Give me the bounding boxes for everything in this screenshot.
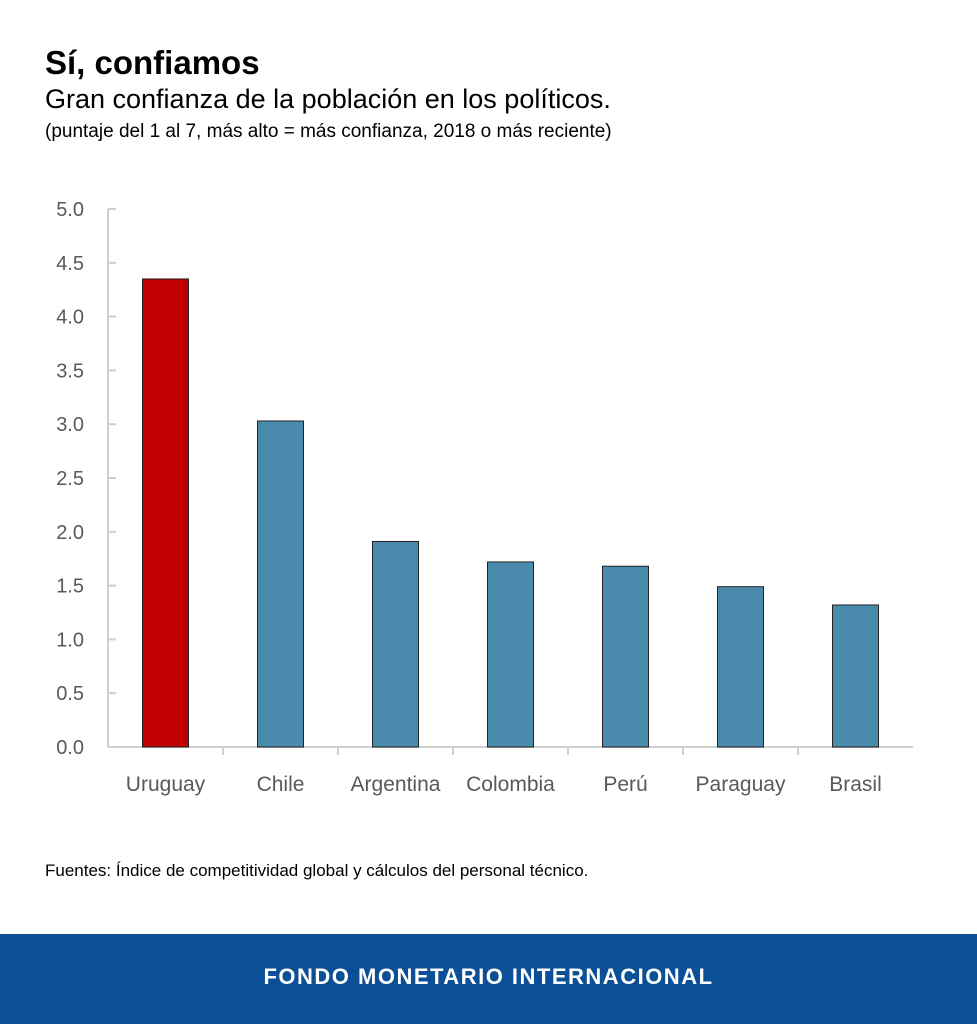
x-tick-label: Paraguay	[696, 773, 786, 796]
y-tick-label: 0.5	[56, 683, 84, 705]
bar-argentina	[372, 540, 419, 748]
y-tick-label: 4.5	[56, 253, 84, 275]
x-tick-label: Colombia	[466, 773, 555, 796]
y-tick-label: 2.0	[56, 522, 84, 544]
bar-uruguay	[142, 278, 189, 748]
y-tick-label: 1.5	[56, 576, 84, 598]
bar-colombia	[487, 561, 534, 748]
bar-chart: 0.0 0.5 1.0 1.5 2.0 2.5 3.0 3.5 4.0 4.5 5.0 Uruguay…	[56, 199, 913, 796]
chart-subtitle: Gran confianza de la población en los po…	[45, 84, 611, 114]
x-tick-label: Perú	[603, 773, 647, 796]
bar-paraguay	[717, 586, 764, 748]
chart-note: (puntaje del 1 al 7, más alto = más conf…	[45, 121, 612, 142]
y-tick-label: 4.0	[56, 307, 84, 329]
x-tick-label: Brasil	[829, 773, 882, 796]
footer-label: FONDO MONETARIO INTERNACIONAL	[263, 964, 714, 989]
bar-brasil	[832, 604, 879, 748]
x-tick-label: Chile	[257, 773, 305, 796]
y-tick-label: 1.0	[56, 629, 84, 651]
bar-perú	[602, 565, 649, 748]
x-tick-label: Uruguay	[126, 773, 206, 796]
bar-chile	[257, 420, 304, 748]
footer-banner: FONDO MONETARIO INTERNACIONAL	[0, 934, 977, 1024]
source-note: Fuentes: Índice de competitividad global…	[45, 861, 589, 880]
y-tick-label: 0.0	[56, 737, 84, 759]
chart-title: Sí, confiamos	[45, 44, 260, 81]
y-tick-label: 3.0	[56, 414, 84, 436]
x-tick-label: Argentina	[351, 773, 441, 796]
y-tick-label: 5.0	[56, 199, 84, 221]
y-tick-label: 2.5	[56, 468, 84, 490]
y-tick-label: 3.5	[56, 360, 84, 382]
